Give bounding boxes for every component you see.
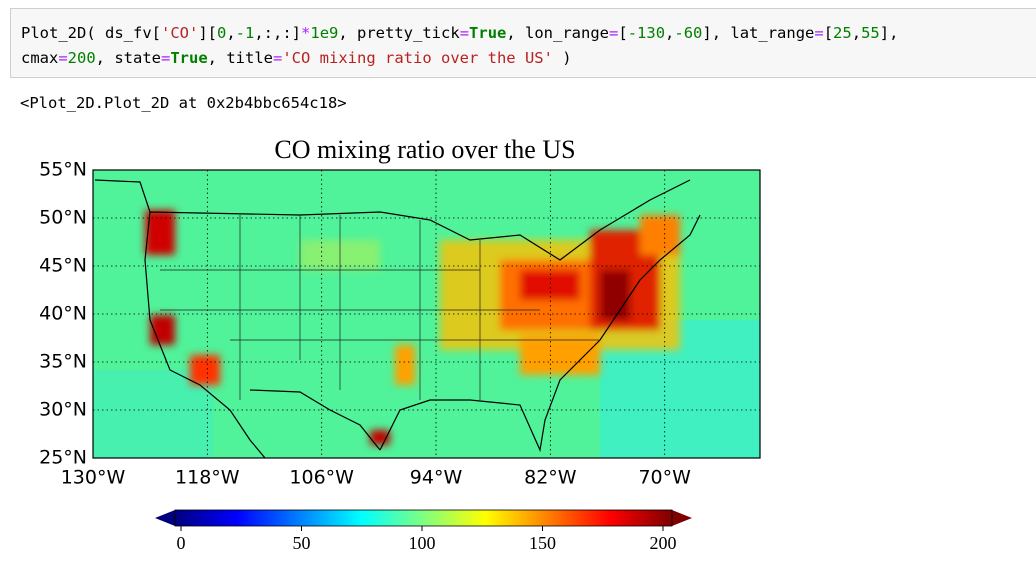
- x-tick-label: 82°W: [524, 467, 577, 489]
- code-token: ): [552, 49, 572, 67]
- code-token: ,: [851, 24, 862, 42]
- code-token: =: [609, 24, 619, 42]
- code-token: ,: [665, 24, 675, 42]
- code-token: True: [469, 24, 507, 42]
- code-cell[interactable]: Plot_2D( ds_fv['CO'][0,-1,:,:]*1e9, pret…: [10, 8, 1036, 78]
- code-line: cmax=200, state=True, title='CO mixing r…: [21, 46, 1036, 71]
- code-token: -130: [627, 24, 666, 42]
- code-token: ,:,:]: [254, 24, 302, 42]
- code-token: -1: [235, 24, 255, 42]
- colorbar-tick-label: 200: [650, 533, 677, 553]
- code-token: ],: [879, 24, 899, 42]
- colorbar-extend-low: [155, 510, 175, 526]
- colorbar-tick-label: 0: [177, 533, 186, 553]
- code-token: 55: [861, 24, 880, 42]
- code-token: ,: [226, 24, 236, 42]
- y-tick-label: 35°N: [39, 351, 87, 373]
- code-token: =: [58, 49, 68, 67]
- y-tick-label: 25°N: [39, 447, 87, 469]
- y-tick-label: 30°N: [39, 399, 87, 421]
- code-token: 'CO': [160, 24, 199, 42]
- code-token: , title: [207, 49, 273, 67]
- colorbar-tick-label: 100: [409, 533, 436, 553]
- y-tick-label: 50°N: [39, 207, 87, 229]
- code-token: ], lat_range: [702, 24, 815, 42]
- code-token: , pretty_tick: [338, 24, 460, 42]
- x-tick-label: 94°W: [410, 467, 463, 489]
- code-token: Plot_2D( ds_fv[: [21, 24, 161, 42]
- plot: CO mixing ratio over the US 130°W 118°W 10…: [39, 135, 761, 553]
- code-line: Plot_2D( ds_fv['CO'][0,-1,:,:]*1e9, pret…: [21, 21, 1036, 46]
- code-token: , lon_range: [506, 24, 610, 42]
- colorbar-tick-label: 50: [293, 533, 311, 553]
- code-token: =: [161, 49, 171, 67]
- code-token: *: [301, 24, 311, 42]
- code-token: =: [814, 24, 824, 42]
- y-tick-label: 40°N: [39, 303, 87, 325]
- code-token: [: [618, 24, 628, 42]
- code-token: 25: [833, 24, 852, 42]
- code-token: [: [823, 24, 834, 42]
- x-tick-label: 70°W: [638, 467, 691, 489]
- colorbar-tick-label: 150: [529, 533, 556, 553]
- colorbar-extend-high: [672, 510, 692, 526]
- code-token: , state: [95, 49, 161, 67]
- x-tick-label: 118°W: [175, 467, 240, 489]
- y-tick-label: 55°N: [39, 159, 87, 181]
- colorbar: [174, 509, 673, 527]
- code-token: 1e9: [310, 24, 339, 42]
- chart-title: CO mixing ratio over the US: [274, 135, 575, 164]
- code-token: ][: [198, 24, 217, 42]
- code-token: 'CO mixing ratio over the US': [282, 49, 553, 67]
- code-token: True: [170, 49, 208, 67]
- x-tick-label: 130°W: [61, 467, 126, 489]
- code-token: =: [459, 24, 470, 42]
- code-token: 200: [67, 49, 96, 67]
- x-tick-label: 106°W: [289, 467, 354, 489]
- code-token: 0: [216, 24, 227, 42]
- code-token: cmax: [21, 49, 59, 67]
- code-token: -60: [674, 24, 703, 42]
- code-token: =: [273, 49, 283, 67]
- y-tick-label: 45°N: [39, 255, 87, 277]
- output-text: <Plot_2D.Plot_2D at 0x2b4bbc654c18>: [20, 94, 347, 112]
